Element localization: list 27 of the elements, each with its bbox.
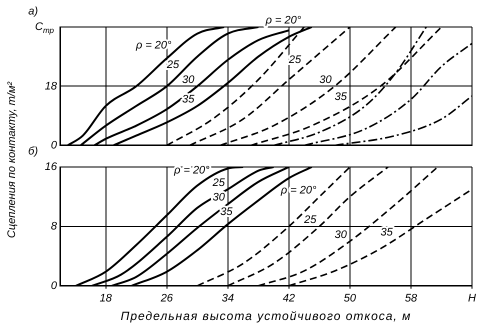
text: а) xyxy=(28,6,38,18)
x-tick-label: 34 xyxy=(222,292,234,304)
y-tick-label: 18 xyxy=(44,80,58,92)
x-axis-title: Предельная высота устойчивого откоса, м xyxy=(120,309,412,323)
x-tick-label: 50 xyxy=(344,292,357,304)
y-tick-label: 0 xyxy=(50,139,58,152)
y-tick-label: 8 xyxy=(50,220,58,232)
annotation: 25 xyxy=(212,176,226,189)
annotation: ρ = 20° xyxy=(264,14,302,27)
x-tick-label: H xyxy=(468,292,476,304)
x-tick-label: 18 xyxy=(100,292,113,304)
annotation: 35 xyxy=(380,226,394,238)
y-tick-label: 0 xyxy=(50,280,58,292)
x-tick-label: 26 xyxy=(160,292,174,304)
x-tick-label: 42 xyxy=(282,292,296,304)
annotation: 30 xyxy=(334,228,348,241)
annotation: 30 xyxy=(319,74,333,86)
annotation: 35 xyxy=(182,93,196,106)
annotation: 30 xyxy=(182,74,196,86)
annotation: 35 xyxy=(334,91,348,104)
y-axis-title: Сцепления по контакту, т/м² xyxy=(5,80,19,240)
annotation: 25 xyxy=(303,214,318,226)
y-tick-label: 16 xyxy=(44,161,58,174)
annotation: ρ = 20° xyxy=(280,184,317,196)
text: б) xyxy=(28,146,38,158)
annotation: ρ = 20° xyxy=(173,164,210,177)
x-tick-label: 58 xyxy=(404,292,418,304)
